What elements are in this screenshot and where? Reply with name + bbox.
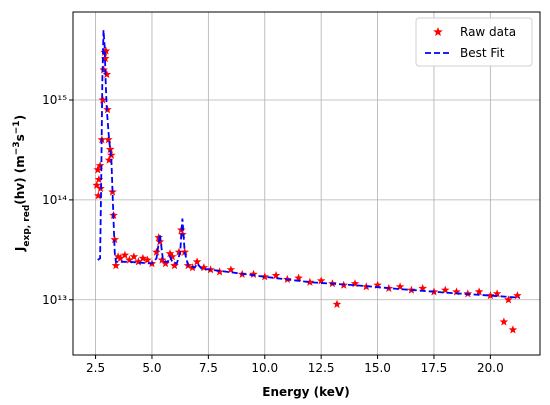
data-point: [94, 191, 103, 200]
x-tick-label: 5.0: [142, 361, 161, 375]
legend-label: Best Fit: [460, 46, 505, 60]
data-point: [95, 161, 105, 170]
y-axis-label-part: ): [13, 115, 27, 120]
x-tick-label: 10.0: [251, 361, 278, 375]
x-tick-label: 2.5: [86, 361, 105, 375]
x-tick-label: 7.5: [199, 361, 218, 375]
data-point: [504, 295, 513, 304]
y-tick-label: 10¹⁵: [42, 93, 67, 107]
data-point: [143, 255, 152, 264]
data-point: [111, 261, 121, 270]
data-point: [508, 325, 518, 334]
data-point: [152, 247, 161, 256]
data-point: [165, 249, 175, 258]
data-point: [94, 175, 104, 184]
data-point: [492, 289, 502, 298]
data-point: [499, 317, 509, 326]
data-point: [373, 280, 382, 289]
data-point: [138, 253, 148, 262]
x-tick-label: 12.5: [308, 361, 335, 375]
data-point: [452, 287, 461, 296]
data-point: [260, 272, 269, 281]
data-point: [104, 135, 113, 144]
data-point: [174, 247, 184, 256]
data-point: [155, 237, 165, 246]
y-tick-label: 10¹⁴: [42, 193, 67, 207]
data-point: [271, 271, 281, 280]
data-point: [170, 261, 179, 270]
data-point: [192, 257, 202, 266]
data-point: [129, 252, 139, 261]
data-point: [125, 255, 134, 264]
data-point: [157, 255, 167, 264]
y-axis-label-part: (hv) (m: [13, 155, 27, 205]
data-point: [101, 54, 110, 63]
data-point: [441, 285, 450, 294]
x-axis-label: Energy (keV): [262, 385, 349, 399]
y-axis-label: Jexp, red(hv) (m−3s−1): [12, 115, 32, 252]
data-point: [104, 155, 114, 164]
data-point: [99, 65, 108, 74]
data-point: [101, 46, 111, 55]
data-point: [486, 291, 495, 300]
data-point: [105, 144, 115, 154]
data-point: [116, 253, 125, 262]
legend-marker: [433, 27, 443, 36]
data-point: [199, 263, 209, 272]
data-point: [102, 70, 112, 79]
legend-box: [415, 17, 533, 67]
data-point: [332, 299, 342, 308]
data-point: [113, 252, 123, 261]
data-point: [120, 250, 130, 259]
data-point: [474, 287, 484, 296]
data-point: [98, 95, 108, 104]
x-tick-label: 20.0: [477, 361, 504, 375]
y-axis-label-part: s: [13, 134, 27, 141]
data-point: [92, 180, 101, 189]
data-point: [418, 283, 427, 292]
data-point: [294, 273, 303, 282]
y-axis-label-part: exp, red: [22, 205, 32, 247]
data-point: [161, 259, 170, 268]
fit-line: [97, 30, 520, 299]
data-point: [226, 265, 236, 274]
data-point: [134, 257, 143, 266]
x-tick-label: 15.0: [364, 361, 391, 375]
data-point: [350, 279, 360, 288]
data-point: [249, 269, 258, 278]
legend-label: Raw data: [460, 25, 516, 39]
data-point: [513, 291, 522, 300]
plot-frame: [72, 11, 541, 356]
data-point: [178, 230, 187, 239]
y-axis-label-part: −1: [12, 120, 22, 134]
data-point: [305, 277, 315, 286]
y-axis-label-part: J: [13, 247, 27, 252]
data-point: [93, 165, 103, 174]
y-tick-label: 10¹³: [42, 293, 67, 307]
data-point: [110, 235, 119, 244]
data-point: [395, 282, 405, 291]
data-point: [168, 252, 177, 261]
y-axis-label-part: −3: [12, 141, 22, 155]
x-tick-label: 17.5: [421, 361, 448, 375]
